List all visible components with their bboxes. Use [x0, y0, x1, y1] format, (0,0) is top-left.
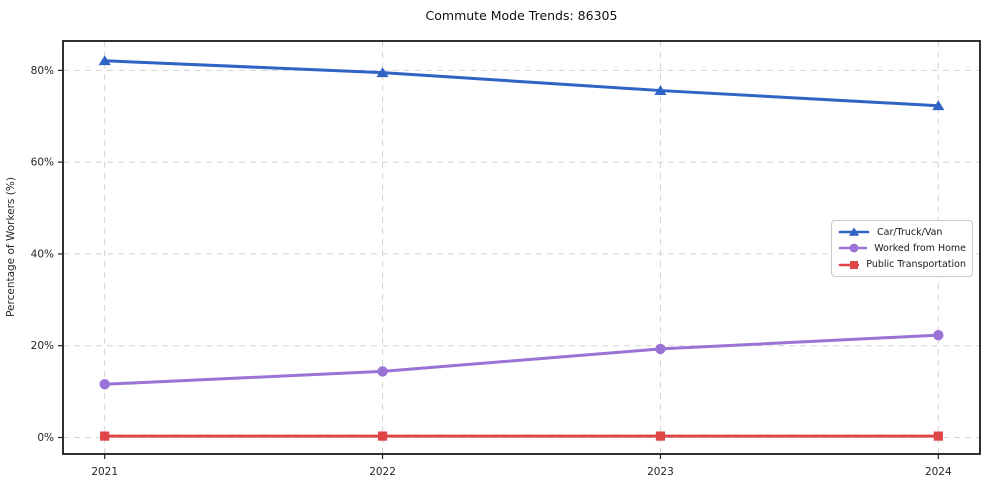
data-point-public-transportation-2024 — [933, 431, 943, 441]
x-tick-label: 2021 — [91, 466, 118, 478]
data-point-public-transportation-2022 — [377, 431, 388, 441]
y-tick-label: 0% — [37, 432, 54, 444]
series-line-car-truck-van — [103, 59, 940, 108]
series-worked-from-home — [99, 329, 944, 390]
y-tick-label: 40% — [31, 248, 54, 260]
chart-title: Commute Mode Trends: 86305 — [425, 8, 618, 23]
x-tick-label: 2023 — [647, 466, 674, 478]
series-line-worked-from-home — [103, 333, 940, 386]
legend-item-worked-from-home: Worked from Home — [838, 240, 966, 256]
data-point-public-transportation-2023 — [655, 431, 666, 441]
y-tick-label: 60% — [31, 157, 54, 169]
data-point-worked-from-home-2021 — [99, 379, 110, 390]
legend-label-worked-from-home: Worked from Home — [874, 242, 966, 254]
y-tick-label: 80% — [31, 65, 54, 77]
legend-square-marker-icon — [838, 260, 860, 269]
y-axis-label: Percentage of Workers (%) — [5, 177, 17, 317]
y-tick-label: 20% — [31, 340, 54, 352]
legend-circle-marker-icon — [838, 244, 868, 253]
legend-label-public-transportation: Public Transportation — [866, 259, 966, 271]
data-point-car-truck-van-2022 — [376, 67, 389, 78]
series-public-transportation — [100, 431, 943, 441]
plot-area: 2021 2022 2023 2024 0% 20% 40% 60% 80% — [31, 40, 981, 478]
x-tick-label: 2022 — [369, 466, 396, 478]
data-point-car-truck-van-2023 — [654, 85, 667, 95]
data-point-public-transportation-2021 — [100, 431, 110, 441]
data-point-car-truck-van-2021 — [98, 55, 111, 66]
legend-sample-marker — [848, 227, 860, 236]
legend-sample-marker — [850, 260, 858, 269]
series-car-truck-van — [98, 55, 945, 111]
data-point-car-truck-van-2024 — [932, 100, 945, 111]
legend-triangle-marker-icon — [838, 227, 870, 236]
legend-item-public-transportation: Public Transportation — [838, 257, 966, 273]
legend-label-car-truck-van: Car/Truck/Van — [877, 226, 943, 238]
plot-border — [62, 40, 981, 455]
data-point-worked-from-home-2022 — [377, 366, 388, 377]
data-point-worked-from-home-2024 — [933, 329, 944, 341]
chart-legend: Car/Truck/Van Worked from Home Public Tran… — [831, 220, 973, 277]
data-point-worked-from-home-2023 — [655, 343, 666, 355]
x-tick-label: 2024 — [925, 466, 952, 478]
legend-item-car-truck-van: Car/Truck/Van — [838, 224, 966, 240]
legend-sample-marker — [849, 244, 859, 253]
